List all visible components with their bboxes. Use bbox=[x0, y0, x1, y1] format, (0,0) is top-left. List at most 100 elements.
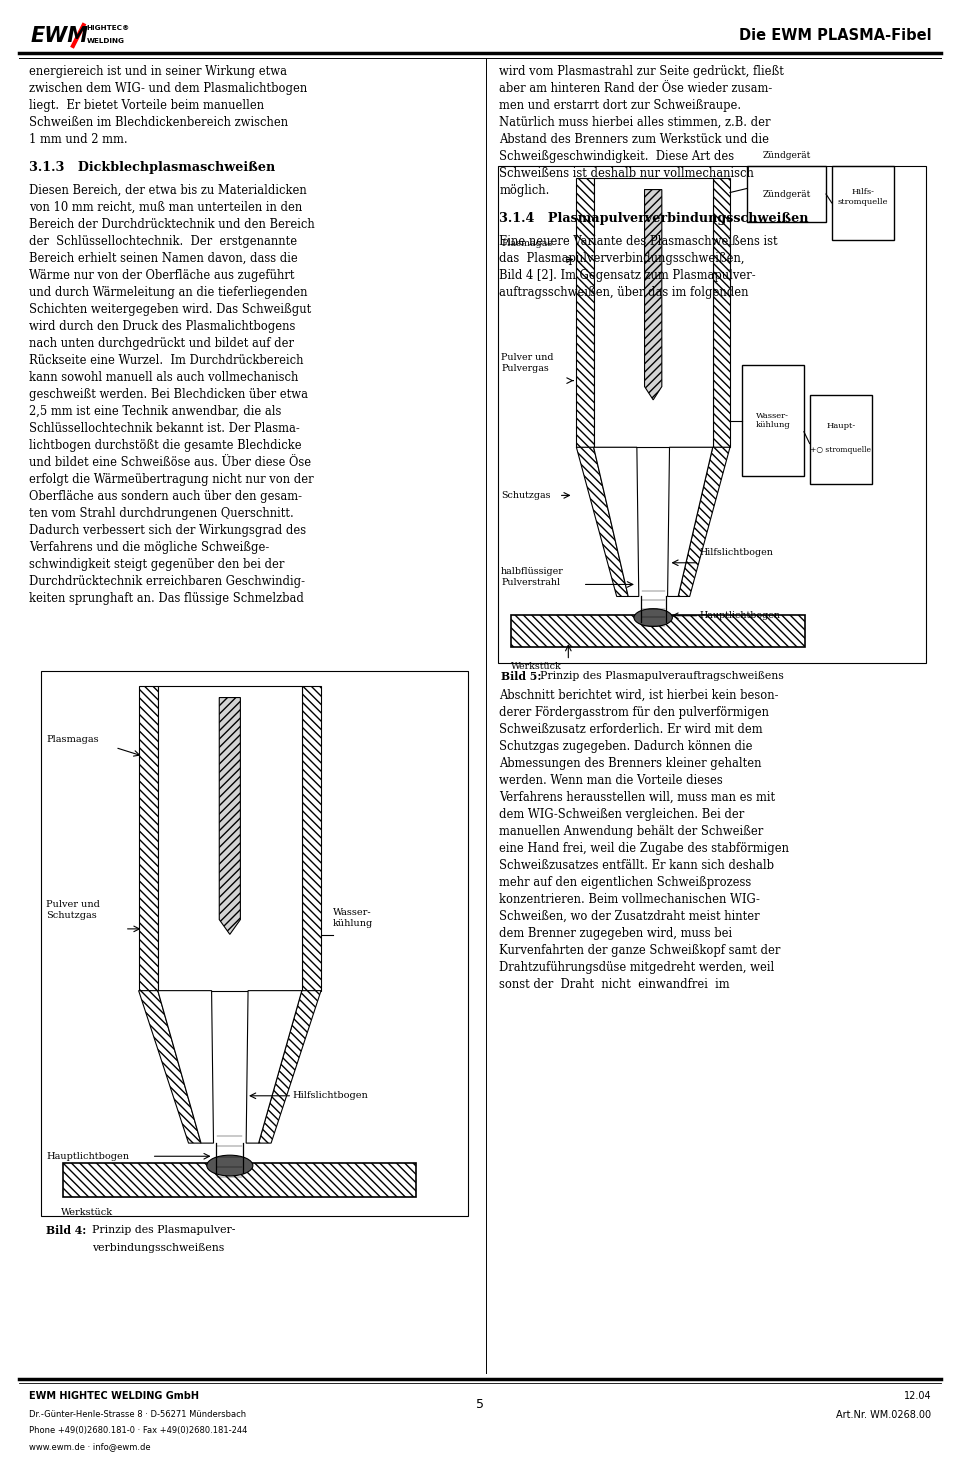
Text: Hilfslichtbogen: Hilfslichtbogen bbox=[292, 1091, 368, 1100]
Polygon shape bbox=[593, 447, 638, 597]
Text: wird durch den Druck des Plasmalichtbogens: wird durch den Druck des Plasmalichtboge… bbox=[29, 320, 295, 333]
Polygon shape bbox=[219, 698, 240, 935]
Text: Bereich der Durchdrücktechnik und den Bereich: Bereich der Durchdrücktechnik und den Be… bbox=[29, 218, 315, 231]
Text: derer Fördergasstrom für den pulverförmigen: derer Fördergasstrom für den pulverförmi… bbox=[499, 705, 769, 718]
Text: Prinzip des Plasmapulverauftragschweißens: Prinzip des Plasmapulverauftragschweißen… bbox=[540, 671, 783, 681]
Ellipse shape bbox=[634, 609, 672, 626]
Polygon shape bbox=[63, 1163, 416, 1197]
Text: schwindigkeit steigt gegenüber den bei der: schwindigkeit steigt gegenüber den bei d… bbox=[29, 558, 284, 572]
Text: Plasmagas: Plasmagas bbox=[46, 736, 99, 745]
Text: wird vom Plasmastrahl zur Seite gedrückt, fließt: wird vom Plasmastrahl zur Seite gedrückt… bbox=[499, 65, 784, 78]
Text: möglich.: möglich. bbox=[499, 184, 549, 197]
Text: Drahtzuführungsdüse mitgedreht werden, weil: Drahtzuführungsdüse mitgedreht werden, w… bbox=[499, 961, 775, 974]
Text: Phone +49(0)2680.181-0 · Fax +49(0)2680.181-244: Phone +49(0)2680.181-0 · Fax +49(0)2680.… bbox=[29, 1426, 247, 1435]
Text: HIGHTEC®: HIGHTEC® bbox=[86, 25, 130, 31]
Text: Zündgerät: Zündgerät bbox=[762, 190, 811, 198]
Text: ten vom Strahl durchdrungenen Querschnitt.: ten vom Strahl durchdrungenen Querschnit… bbox=[29, 508, 294, 520]
Text: energiereich ist und in seiner Wirkung etwa: energiereich ist und in seiner Wirkung e… bbox=[29, 65, 287, 78]
Text: Bild 4:: Bild 4: bbox=[46, 1225, 86, 1235]
Text: konzentrieren. Beim vollmechanischen WIG-: konzentrieren. Beim vollmechanischen WIG… bbox=[499, 893, 760, 906]
Text: Wasser-
kühlung: Wasser- kühlung bbox=[332, 908, 372, 927]
Text: auftragsschweißen, über das im folgenden: auftragsschweißen, über das im folgenden bbox=[499, 286, 749, 299]
Text: Abschnitt berichtet wird, ist hierbei kein beson-: Abschnitt berichtet wird, ist hierbei ke… bbox=[499, 689, 779, 702]
Text: eine Hand frei, weil die Zugabe des stabförmigen: eine Hand frei, weil die Zugabe des stab… bbox=[499, 841, 789, 855]
Text: Schweißzusatz erforderlich. Er wird mit dem: Schweißzusatz erforderlich. Er wird mit … bbox=[499, 723, 763, 736]
Text: werden. Wenn man die Vorteile dieses: werden. Wenn man die Vorteile dieses bbox=[499, 773, 723, 786]
Text: von 10 mm reicht, muß man unterteilen in den: von 10 mm reicht, muß man unterteilen in… bbox=[29, 201, 302, 213]
Text: aber am hinteren Rand der Öse wieder zusam-: aber am hinteren Rand der Öse wieder zus… bbox=[499, 81, 773, 95]
Polygon shape bbox=[511, 615, 805, 647]
Text: Pulver und
Pulvergas: Pulver und Pulvergas bbox=[501, 352, 554, 373]
Text: +○ stromquelle: +○ stromquelle bbox=[810, 446, 872, 453]
Text: Pulver und
Schutzgas: Pulver und Schutzgas bbox=[46, 899, 100, 920]
Text: 2,5 mm ist eine Technik anwendbar, die als: 2,5 mm ist eine Technik anwendbar, die a… bbox=[29, 406, 281, 418]
Text: Dadurch verbessert sich der Wirkungsgrad des: Dadurch verbessert sich der Wirkungsgrad… bbox=[29, 524, 306, 538]
Text: 1 mm und 2 mm.: 1 mm und 2 mm. bbox=[29, 133, 128, 147]
Polygon shape bbox=[576, 447, 628, 597]
Text: men und erstarrt dort zur Schweißraupe.: men und erstarrt dort zur Schweißraupe. bbox=[499, 99, 741, 113]
Text: keiten sprunghaft an. Das flüssige Schmelzbad: keiten sprunghaft an. Das flüssige Schme… bbox=[29, 592, 303, 606]
Text: Werkstück: Werkstück bbox=[511, 662, 562, 671]
Text: lichtbogen durchstößt die gesamte Blechdicke: lichtbogen durchstößt die gesamte Blechd… bbox=[29, 440, 301, 452]
Polygon shape bbox=[644, 190, 661, 400]
Text: Bild 4 [2]. Im Gegensatz zum Plasmapulver-: Bild 4 [2]. Im Gegensatz zum Plasmapulve… bbox=[499, 270, 756, 281]
Text: und bildet eine Schweißöse aus. Über diese Öse: und bildet eine Schweißöse aus. Über die… bbox=[29, 456, 311, 469]
Text: Schutzgas zugegeben. Dadurch können die: Schutzgas zugegeben. Dadurch können die bbox=[499, 739, 753, 752]
Text: sonst der  Draht  nicht  einwandfrei  im: sonst der Draht nicht einwandfrei im bbox=[499, 977, 730, 991]
Polygon shape bbox=[809, 394, 872, 483]
Text: Prinzip des Plasmapulver-: Prinzip des Plasmapulver- bbox=[92, 1225, 235, 1235]
Text: Verfahrens und die mögliche Schweißge-: Verfahrens und die mögliche Schweißge- bbox=[29, 542, 269, 554]
Text: der  Schlüssellochtechnik.  Der  erstgenannte: der Schlüssellochtechnik. Der erstgenann… bbox=[29, 235, 297, 247]
Polygon shape bbox=[593, 178, 712, 447]
Text: Abmessungen des Brenners kleiner gehalten: Abmessungen des Brenners kleiner gehalte… bbox=[499, 757, 761, 770]
Text: Hilfslichtbogen: Hilfslichtbogen bbox=[699, 548, 773, 557]
Text: Eine neuere Variante des Plasmaschweißens ist: Eine neuere Variante des Plasmaschweißen… bbox=[499, 235, 778, 247]
Polygon shape bbox=[157, 991, 213, 1143]
Text: erfolgt die Wärmeübertragung nicht nur von der: erfolgt die Wärmeübertragung nicht nur v… bbox=[29, 474, 313, 486]
Text: Oberfläche aus sondern auch über den gesam-: Oberfläche aus sondern auch über den ges… bbox=[29, 490, 301, 504]
Text: Schlüssellochtechnik bekannt ist. Der Plasma-: Schlüssellochtechnik bekannt ist. Der Pl… bbox=[29, 422, 300, 435]
Text: Abstand des Brenners zum Werkstück und die: Abstand des Brenners zum Werkstück und d… bbox=[499, 133, 769, 147]
Text: manuellen Anwendung behält der Schweißer: manuellen Anwendung behält der Schweißer bbox=[499, 825, 763, 838]
Polygon shape bbox=[747, 166, 826, 222]
Text: kann sowohl manuell als auch vollmechanisch: kann sowohl manuell als auch vollmechani… bbox=[29, 372, 299, 384]
Polygon shape bbox=[258, 991, 321, 1143]
Polygon shape bbox=[157, 686, 301, 991]
Text: das  Plasmapulververbindungsschweißen,: das Plasmapulververbindungsschweißen, bbox=[499, 252, 745, 265]
Text: dem Brenner zugegeben wird, muss bei: dem Brenner zugegeben wird, muss bei bbox=[499, 927, 732, 940]
Text: 12.04: 12.04 bbox=[903, 1391, 931, 1401]
Text: liegt.  Er bietet Vorteile beim manuellen: liegt. Er bietet Vorteile beim manuellen bbox=[29, 99, 264, 113]
Text: WELDING: WELDING bbox=[86, 39, 125, 44]
Text: Werkstück: Werkstück bbox=[60, 1208, 112, 1217]
Text: zwischen dem WIG- und dem Plasmalichtbogen: zwischen dem WIG- und dem Plasmalichtbog… bbox=[29, 81, 307, 95]
Polygon shape bbox=[246, 991, 301, 1143]
Text: Durchdrücktechnik erreichbaren Geschwindig-: Durchdrücktechnik erreichbaren Geschwind… bbox=[29, 576, 305, 588]
Text: Bereich erhielt seinen Namen davon, dass die: Bereich erhielt seinen Namen davon, dass… bbox=[29, 252, 298, 265]
Text: Schweißzusatzes entfällt. Er kann sich deshalb: Schweißzusatzes entfällt. Er kann sich d… bbox=[499, 859, 774, 872]
Text: Schweißen im Blechdickenbereich zwischen: Schweißen im Blechdickenbereich zwischen bbox=[29, 116, 288, 129]
Text: Hauptlichtbogen: Hauptlichtbogen bbox=[699, 612, 780, 621]
Polygon shape bbox=[667, 447, 712, 597]
Text: Art.Nr. WM.0268.00: Art.Nr. WM.0268.00 bbox=[836, 1410, 931, 1420]
Text: Diesen Bereich, der etwa bis zu Materialdicken: Diesen Bereich, der etwa bis zu Material… bbox=[29, 184, 306, 197]
Text: 3.1.4   Plasmapulververbindungsschweißen: 3.1.4 Plasmapulververbindungsschweißen bbox=[499, 212, 808, 225]
Text: Bild 5:: Bild 5: bbox=[501, 671, 545, 681]
Polygon shape bbox=[678, 447, 730, 597]
Text: Schweißen, wo der Zusatzdraht meist hinter: Schweißen, wo der Zusatzdraht meist hint… bbox=[499, 909, 759, 923]
Text: Schweißens ist deshalb nur vollmechanisch: Schweißens ist deshalb nur vollmechanisc… bbox=[499, 167, 754, 181]
Text: Natürlich muss hierbei alles stimmen, z.B. der: Natürlich muss hierbei alles stimmen, z.… bbox=[499, 116, 771, 129]
Text: Dr.-Günter-Henle-Strasse 8 · D-56271 Mündersbach: Dr.-Günter-Henle-Strasse 8 · D-56271 Mün… bbox=[29, 1410, 246, 1419]
Polygon shape bbox=[831, 166, 894, 240]
Text: und durch Wärmeleitung an die tieferliegenden: und durch Wärmeleitung an die tieferlieg… bbox=[29, 286, 307, 299]
Text: EWM HIGHTEC WELDING GmbH: EWM HIGHTEC WELDING GmbH bbox=[29, 1391, 199, 1401]
Text: Schichten weitergegeben wird. Das Schweißgut: Schichten weitergegeben wird. Das Schwei… bbox=[29, 304, 311, 315]
Polygon shape bbox=[741, 364, 804, 475]
Text: Zündgerät: Zündgerät bbox=[762, 151, 811, 160]
Text: mehr auf den eigentlichen Schweißprozess: mehr auf den eigentlichen Schweißprozess bbox=[499, 875, 752, 889]
Ellipse shape bbox=[206, 1155, 252, 1176]
Text: verbindungsschweißens: verbindungsschweißens bbox=[92, 1243, 225, 1253]
Polygon shape bbox=[138, 991, 201, 1143]
Text: Kurvenfahrten der ganze Schweißkopf samt der: Kurvenfahrten der ganze Schweißkopf samt… bbox=[499, 945, 780, 957]
Text: Die EWM PLASMA-Fibel: Die EWM PLASMA-Fibel bbox=[738, 28, 931, 43]
Text: Hauptlichtbogen: Hauptlichtbogen bbox=[46, 1152, 129, 1161]
